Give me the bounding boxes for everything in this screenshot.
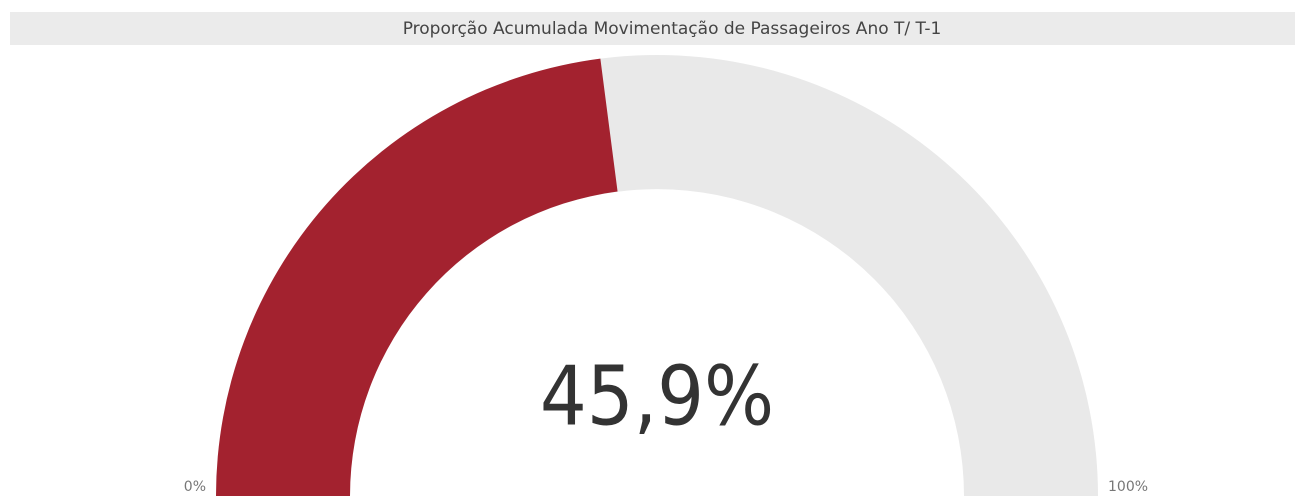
value-label: 45,9% xyxy=(540,349,774,444)
title-bar xyxy=(10,12,1295,45)
chart-title: Proporção Acumulada Movimentação de Pass… xyxy=(403,19,942,39)
tick-label: 100% xyxy=(1108,479,1148,495)
tick-label: 0% xyxy=(184,479,206,495)
gauge-value xyxy=(216,58,618,496)
